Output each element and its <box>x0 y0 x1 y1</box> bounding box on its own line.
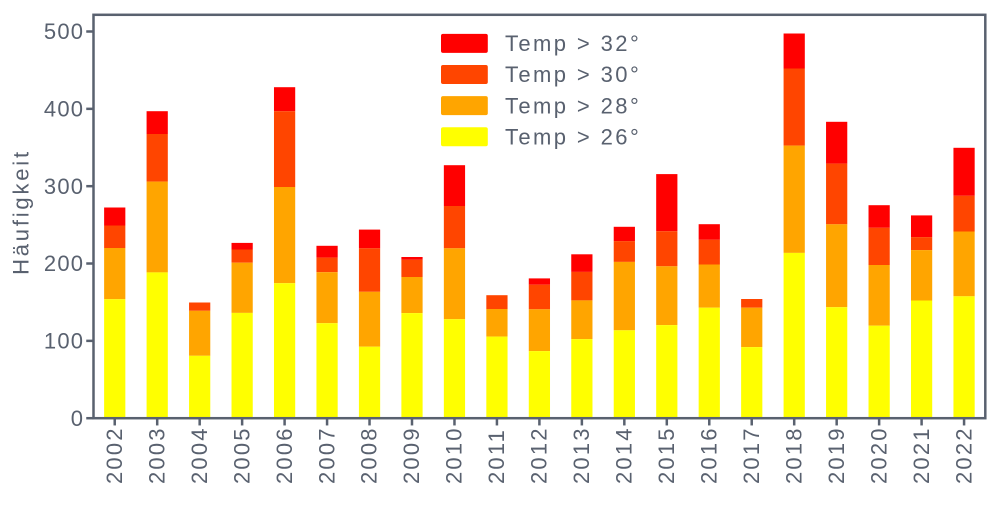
svg-text:2005: 2005 <box>229 426 254 484</box>
svg-text:Temp > 30°: Temp > 30° <box>505 62 641 87</box>
svg-text:2006: 2006 <box>272 426 297 484</box>
svg-text:2013: 2013 <box>569 426 594 484</box>
svg-text:2015: 2015 <box>654 426 679 484</box>
svg-text:2004: 2004 <box>187 426 212 484</box>
svg-text:2008: 2008 <box>357 426 382 484</box>
svg-text:Temp > 32°: Temp > 32° <box>505 31 641 56</box>
svg-text:2016: 2016 <box>696 426 721 484</box>
svg-text:Häufigkeit: Häufigkeit <box>9 149 34 275</box>
svg-text:2011: 2011 <box>484 428 509 484</box>
svg-text:2021: 2021 <box>909 426 934 484</box>
svg-text:2022: 2022 <box>951 426 976 484</box>
svg-text:2012: 2012 <box>527 426 552 484</box>
svg-text:0: 0 <box>71 406 85 431</box>
svg-text:500: 500 <box>44 19 84 44</box>
svg-text:2010: 2010 <box>442 426 467 484</box>
svg-text:300: 300 <box>44 174 84 199</box>
svg-text:2002: 2002 <box>102 426 127 484</box>
svg-text:Temp > 28°: Temp > 28° <box>505 93 641 118</box>
svg-text:2020: 2020 <box>866 426 891 484</box>
svg-text:2018: 2018 <box>781 426 806 484</box>
svg-text:Temp > 26°: Temp > 26° <box>505 124 641 149</box>
svg-text:2007: 2007 <box>314 426 339 484</box>
svg-text:100: 100 <box>44 329 84 354</box>
svg-text:2009: 2009 <box>399 426 424 484</box>
svg-text:2014: 2014 <box>612 426 637 484</box>
svg-text:200: 200 <box>44 251 84 276</box>
svg-text:2019: 2019 <box>824 426 849 484</box>
svg-text:2017: 2017 <box>739 426 764 484</box>
svg-text:2003: 2003 <box>144 426 169 484</box>
svg-text:400: 400 <box>44 97 84 122</box>
